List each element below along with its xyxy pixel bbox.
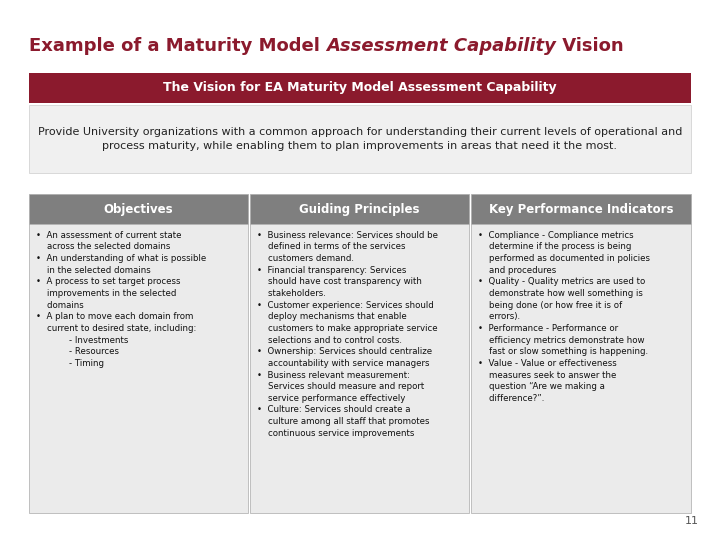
Text: Assessment Capability: Assessment Capability <box>326 37 556 55</box>
Text: The Vision for EA Maturity Model Assessment Capability: The Vision for EA Maturity Model Assessm… <box>163 81 557 94</box>
Text: 11: 11 <box>685 516 698 526</box>
Text: Objectives: Objectives <box>104 202 174 216</box>
Text: Provide University organizations with a common approach for understanding their : Provide University organizations with a … <box>38 127 682 151</box>
Text: •  An assessment of current state
    across the selected domains
•  An understa: • An assessment of current state across … <box>36 231 206 368</box>
Text: •  Business relevance: Services should be
    defined in terms of the services
 : • Business relevance: Services should be… <box>257 231 438 438</box>
Text: •  Compliance - Compliance metrics
    determine if the process is being
    per: • Compliance - Compliance metrics determ… <box>478 231 650 403</box>
Text: Guiding Principles: Guiding Principles <box>300 202 420 216</box>
Text: Key Performance Indicators: Key Performance Indicators <box>489 202 673 216</box>
Text: Vision: Vision <box>556 37 624 55</box>
Text: Example of a Maturity Model: Example of a Maturity Model <box>29 37 326 55</box>
